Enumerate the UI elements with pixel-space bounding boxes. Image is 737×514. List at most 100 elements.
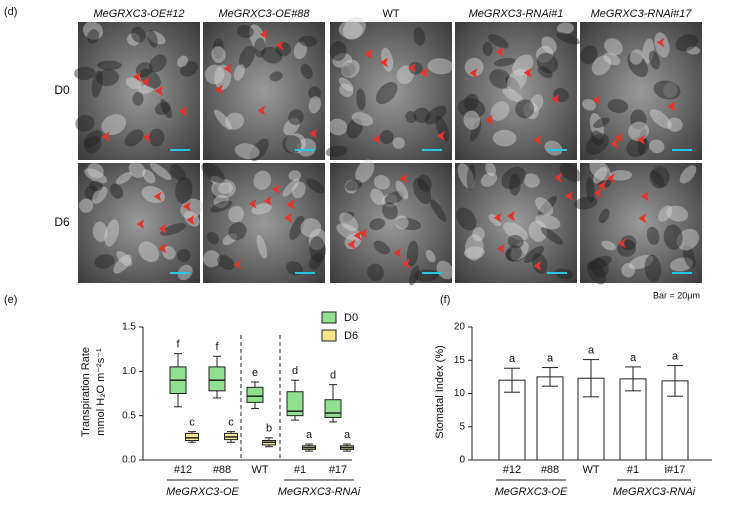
cell xyxy=(113,254,132,274)
cell xyxy=(621,263,636,278)
group-label: MeGRXC3-OE xyxy=(495,486,568,498)
cell xyxy=(291,181,306,199)
cell xyxy=(540,227,563,245)
cell xyxy=(309,236,326,263)
cell xyxy=(332,53,353,68)
x-tick-label: WT xyxy=(582,464,599,476)
cell xyxy=(472,227,485,242)
cell xyxy=(300,63,313,79)
cell xyxy=(239,45,255,69)
arrow xyxy=(142,132,151,143)
cell xyxy=(382,202,398,220)
cell xyxy=(74,66,96,80)
arrow xyxy=(248,198,257,209)
group-label: MeGRXC3-RNAi xyxy=(278,486,361,498)
cell xyxy=(535,214,561,230)
cell xyxy=(87,162,104,179)
cell xyxy=(607,99,629,114)
cell xyxy=(675,34,699,52)
significance-letter: a xyxy=(306,429,313,441)
cell xyxy=(212,38,224,59)
arrow xyxy=(485,115,494,126)
cell xyxy=(463,110,481,130)
cell xyxy=(456,207,477,231)
cell xyxy=(210,200,233,213)
cell xyxy=(425,249,436,263)
cell xyxy=(666,205,689,222)
box xyxy=(185,432,199,441)
cell xyxy=(346,118,363,139)
cell xyxy=(544,140,563,156)
cell xyxy=(412,177,432,205)
significance-letter: e xyxy=(252,367,258,379)
cell xyxy=(395,215,409,230)
significance-letter: c xyxy=(189,417,195,429)
column-title: WT xyxy=(382,8,399,20)
y-tick-label: 1.5 xyxy=(122,322,136,333)
cell xyxy=(642,38,655,64)
cell xyxy=(488,213,502,227)
cell xyxy=(206,231,220,245)
arrow xyxy=(153,191,162,202)
cell xyxy=(204,64,225,85)
cell xyxy=(356,88,366,111)
cell xyxy=(285,133,306,154)
cell xyxy=(340,66,352,79)
cell xyxy=(261,46,283,64)
cell xyxy=(528,220,548,242)
significance-letter: a xyxy=(344,429,351,441)
cell xyxy=(149,54,167,73)
y-tick-label: 0.5 xyxy=(122,410,136,421)
cell xyxy=(529,94,544,112)
cell xyxy=(429,199,447,222)
cell xyxy=(457,98,486,119)
arrow xyxy=(408,62,417,73)
arrow xyxy=(359,228,368,239)
cell xyxy=(591,55,612,76)
cell xyxy=(649,109,672,129)
arrow xyxy=(347,239,356,250)
box xyxy=(246,386,264,403)
cell xyxy=(501,166,526,190)
legend-swatch xyxy=(321,311,337,324)
arrow xyxy=(564,191,573,202)
cell xyxy=(679,165,697,184)
cell xyxy=(180,61,199,77)
y-tick-label: 5 xyxy=(459,421,465,432)
arrow xyxy=(101,131,110,142)
cell xyxy=(148,128,165,147)
cell xyxy=(160,99,173,119)
cell xyxy=(149,162,172,180)
column-title: MeGRXC3-RNAi#17 xyxy=(591,8,693,20)
micrograph xyxy=(330,22,452,160)
cell xyxy=(509,173,521,196)
cell xyxy=(502,88,524,103)
cell xyxy=(249,24,266,51)
cell xyxy=(650,170,665,188)
cell xyxy=(580,45,598,65)
cell xyxy=(466,164,476,190)
arrow xyxy=(309,128,318,139)
cell xyxy=(256,234,267,259)
cell xyxy=(601,240,616,251)
cell xyxy=(413,27,426,46)
box xyxy=(208,366,226,392)
y-tick-label: 10 xyxy=(454,388,466,399)
cell xyxy=(101,114,127,136)
cell xyxy=(177,55,188,68)
arrow xyxy=(257,105,266,116)
cell xyxy=(523,101,539,120)
cell xyxy=(582,98,596,111)
cell xyxy=(630,109,647,130)
cell xyxy=(470,120,482,142)
cell xyxy=(510,241,529,261)
micrograph xyxy=(330,163,452,283)
arrow xyxy=(215,84,224,95)
cell xyxy=(84,168,108,184)
cell xyxy=(211,46,226,63)
cell xyxy=(644,254,662,283)
x-tick-label: #1 xyxy=(294,464,306,476)
cell xyxy=(222,233,238,245)
cell xyxy=(288,109,304,126)
